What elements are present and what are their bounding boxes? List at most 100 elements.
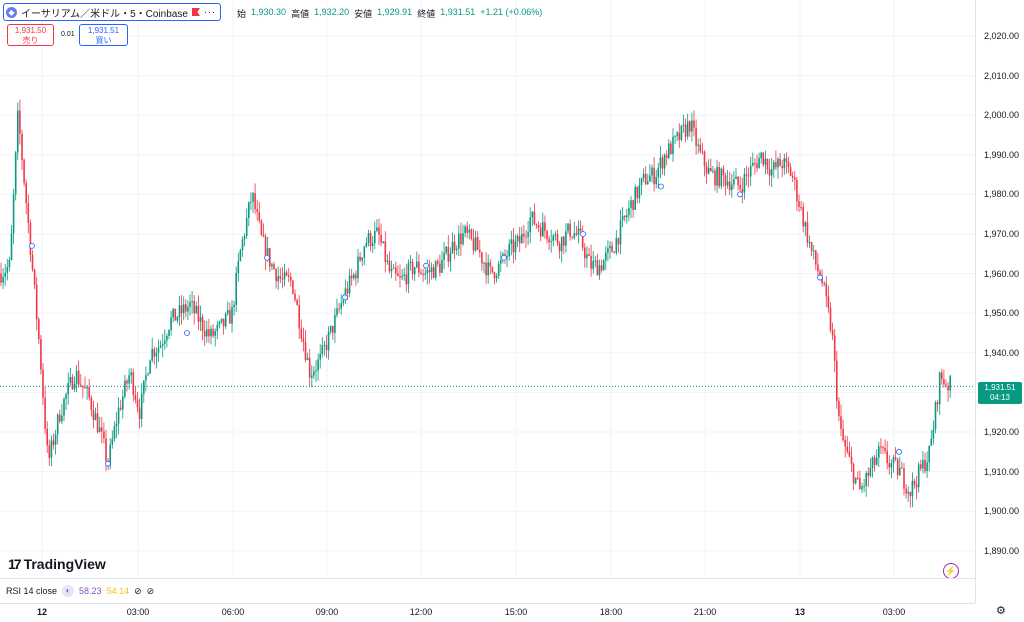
hide-icon[interactable]: ⊘ <box>146 585 155 596</box>
candle-body <box>840 416 842 430</box>
candle-body <box>949 376 951 391</box>
candle-body <box>697 144 699 146</box>
buy-price: 1,931.51 <box>87 26 120 35</box>
candle-body <box>523 233 525 237</box>
candle-body <box>287 275 290 278</box>
candle-body <box>579 228 582 231</box>
candle-body <box>863 485 865 487</box>
candle-body <box>189 302 191 308</box>
candle-body <box>77 370 80 385</box>
candle-body <box>84 387 86 389</box>
change-value: +1.21 (+0.06%) <box>480 7 543 17</box>
candle-body <box>634 186 636 210</box>
candle-body <box>775 162 777 168</box>
candle-body <box>848 451 851 457</box>
more-icon[interactable]: ··· <box>203 7 216 17</box>
candlestick-chart[interactable] <box>0 0 975 578</box>
candle-body <box>80 384 82 386</box>
candle-body <box>300 328 303 339</box>
candle-body <box>371 243 374 247</box>
price-tick-label: 1,900.00 <box>984 506 1020 517</box>
candle-body <box>374 230 376 244</box>
bolt-icon[interactable]: ⚡ <box>943 563 959 579</box>
candle-body <box>306 357 309 360</box>
candle-body <box>764 158 767 165</box>
candle-body <box>464 226 466 234</box>
time-tick-label: 21:00 <box>693 607 717 617</box>
spread-value: 0.01 <box>61 31 75 38</box>
price-tick-label: 1,940.00 <box>984 347 1020 358</box>
candle-body <box>777 158 779 168</box>
candle-body <box>789 167 792 176</box>
rsi-indicator-icon[interactable]: ◐ <box>62 585 75 597</box>
rsi-legend: RSI 14 close ◐ 58.23 54.14 ⊘ ⊘ <box>6 585 154 597</box>
candle-body <box>334 315 336 333</box>
candle-body <box>768 169 771 176</box>
candle-body <box>535 224 538 226</box>
candle-body <box>340 303 342 309</box>
candle-body <box>752 162 754 166</box>
candle-body <box>119 407 122 410</box>
sell-label: 売り <box>22 36 39 45</box>
candle-body <box>153 348 156 357</box>
flag-icon[interactable] <box>191 8 200 16</box>
candle-body <box>329 325 332 332</box>
candle-body <box>317 359 319 371</box>
candle-body <box>892 457 895 463</box>
price-axis[interactable]: 2,020.00 2,010.00 2,000.00 1,990.00 1,980.00… <box>975 0 1024 603</box>
candle-body <box>760 152 762 159</box>
candle-body <box>359 256 361 261</box>
candle-body <box>388 260 391 272</box>
candle-body <box>216 324 219 332</box>
candle-body <box>934 402 937 430</box>
candle-body <box>218 322 221 325</box>
candle-body <box>193 300 195 314</box>
rsi-pane[interactable]: RSI 14 close ◐ 58.23 54.14 ⊘ ⊘ <box>0 578 975 604</box>
time-tick-label: 12 <box>36 607 48 617</box>
candle-body <box>424 273 426 275</box>
candle-body <box>888 463 891 468</box>
candle-body <box>239 249 242 261</box>
hide-icon[interactable]: ⊘ <box>134 585 142 596</box>
candle-body <box>296 299 298 306</box>
candle-body <box>617 238 620 245</box>
candle-body <box>54 434 57 446</box>
candle-body <box>52 440 55 446</box>
candle-body <box>569 223 571 237</box>
candle-body <box>842 429 844 440</box>
candle-body <box>143 380 145 394</box>
candle-body <box>686 121 689 137</box>
candle-body <box>237 260 240 274</box>
candle-body <box>29 222 32 256</box>
candle-body <box>187 307 189 312</box>
candle-body <box>865 472 867 486</box>
candle-body <box>323 344 326 346</box>
price-tick-label: 1,920.00 <box>984 427 1020 437</box>
sell-button[interactable]: 1,931.50 売り <box>7 24 54 46</box>
candle-body <box>497 263 500 276</box>
gear-icon[interactable]: ⚙ <box>996 605 1006 617</box>
tradingview-logo-text: TradingView <box>23 556 106 572</box>
tradingview-logo[interactable]: 17 TradingView <box>8 556 106 572</box>
candle-body <box>479 249 481 253</box>
candle-body <box>899 467 901 476</box>
candle-body <box>766 158 769 170</box>
symbol-title-box[interactable]: ◆ イーサリアム／米ドル・5・Coinbase ··· <box>3 3 221 21</box>
candle-body <box>214 331 216 336</box>
candle-body <box>737 176 739 186</box>
candle-body <box>252 193 254 202</box>
time-axis[interactable]: 12 03:00 06:00 09:00 12:00 15:00 18:00 21:00 13 0… <box>0 603 975 622</box>
candle-body <box>861 486 863 490</box>
candle-body <box>846 446 849 452</box>
candle-body <box>739 185 741 190</box>
candle-body <box>348 275 351 294</box>
candle-body <box>103 431 105 439</box>
candle-body <box>911 480 914 497</box>
candle-body <box>495 275 498 279</box>
buy-button[interactable]: 1,931.51 買い <box>79 24 128 46</box>
candle-body <box>23 159 25 183</box>
candle-body <box>655 177 657 185</box>
candle-body <box>71 376 74 390</box>
candle-body <box>779 158 781 166</box>
candle-body <box>611 245 613 253</box>
